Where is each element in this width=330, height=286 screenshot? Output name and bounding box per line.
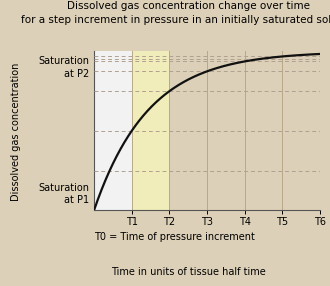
Text: Dissolved gas concentration: Dissolved gas concentration [12,62,21,201]
Text: Dissolved gas concentration change over time
for a step increment in pressure in: Dissolved gas concentration change over … [21,1,330,25]
Text: Saturation
at P1: Saturation at P1 [39,183,89,205]
Text: Saturation
at P2: Saturation at P2 [39,56,89,79]
Text: Time in units of tissue half time: Time in units of tissue half time [111,267,265,277]
Text: T0 = Time of pressure increment: T0 = Time of pressure increment [94,233,255,243]
Bar [132,51,169,210]
Bar [94,51,132,210]
